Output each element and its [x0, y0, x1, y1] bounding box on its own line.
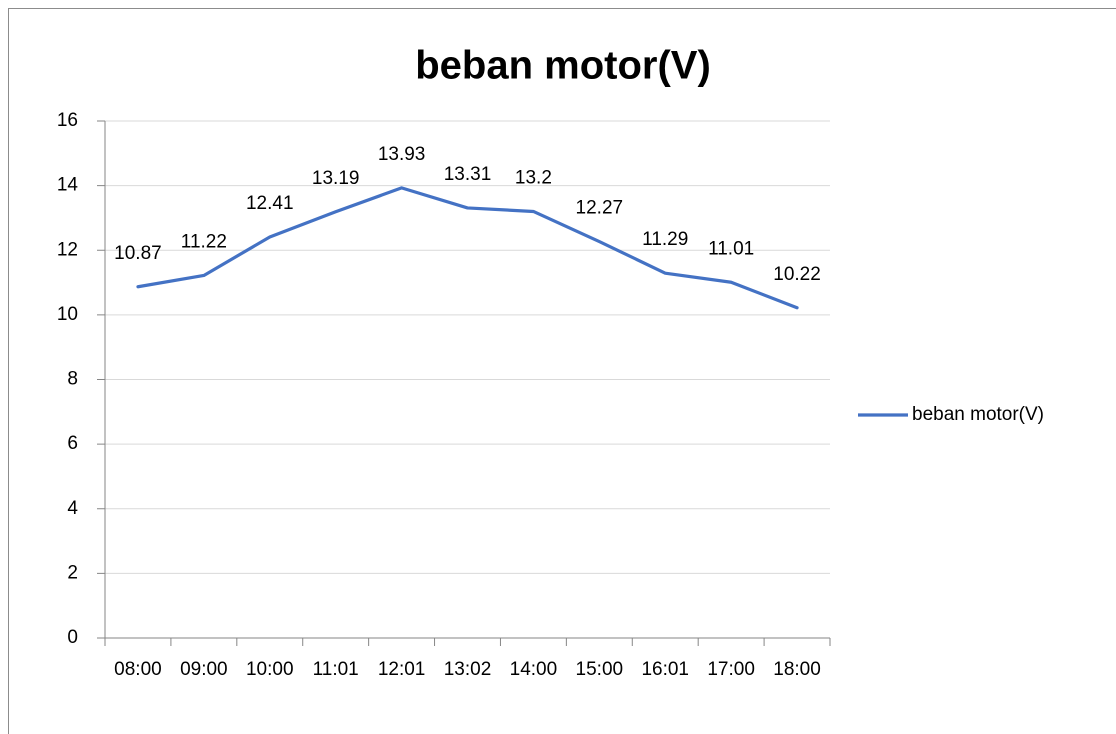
x-tick-label: 11:01: [313, 659, 359, 680]
x-tick-label: 08:00: [114, 659, 162, 680]
series-line: [136, 186, 799, 310]
y-tick-label: 0: [67, 627, 78, 648]
data-label: 12.27: [576, 198, 624, 219]
y-tick-label: 12: [57, 239, 78, 260]
chart-title: beban motor(V): [415, 44, 711, 88]
data-label: 13.19: [312, 168, 360, 189]
data-label: 11.22: [181, 231, 227, 252]
y-tick-label: 6: [67, 433, 78, 454]
y-tick-label: 14: [57, 175, 79, 196]
x-tick-label: 10:00: [246, 659, 294, 680]
legend-label: beban motor(V): [912, 404, 1044, 425]
data-label: 13.2: [515, 167, 552, 188]
data-label: 13.31: [444, 164, 492, 185]
data-label: 11.01: [708, 238, 754, 259]
data-label: 10.87: [114, 243, 162, 264]
x-tick-label: 13:02: [444, 659, 492, 680]
y-tick-label: 10: [57, 304, 78, 325]
x-tick-label: 09:00: [180, 659, 228, 680]
data-label: 11.29: [642, 229, 688, 250]
y-tick-label: 8: [67, 369, 78, 390]
data-label: 13.93: [378, 144, 426, 165]
x-tick-label: 18:00: [773, 659, 821, 680]
y-tick-label: 16: [57, 110, 78, 131]
x-tick-label: 17:00: [707, 659, 755, 680]
x-tick-label: 16:01: [641, 659, 689, 680]
chart-border: [8, 8, 1116, 734]
data-label: 12.41: [246, 193, 294, 214]
x-tick-label: 14:00: [510, 659, 558, 680]
data-label: 10.22: [773, 264, 821, 285]
x-tick-label: 15:00: [576, 659, 624, 680]
x-tick-label: 12:01: [378, 659, 426, 680]
y-tick-label: 4: [67, 498, 78, 519]
y-tick-label: 2: [67, 562, 78, 583]
